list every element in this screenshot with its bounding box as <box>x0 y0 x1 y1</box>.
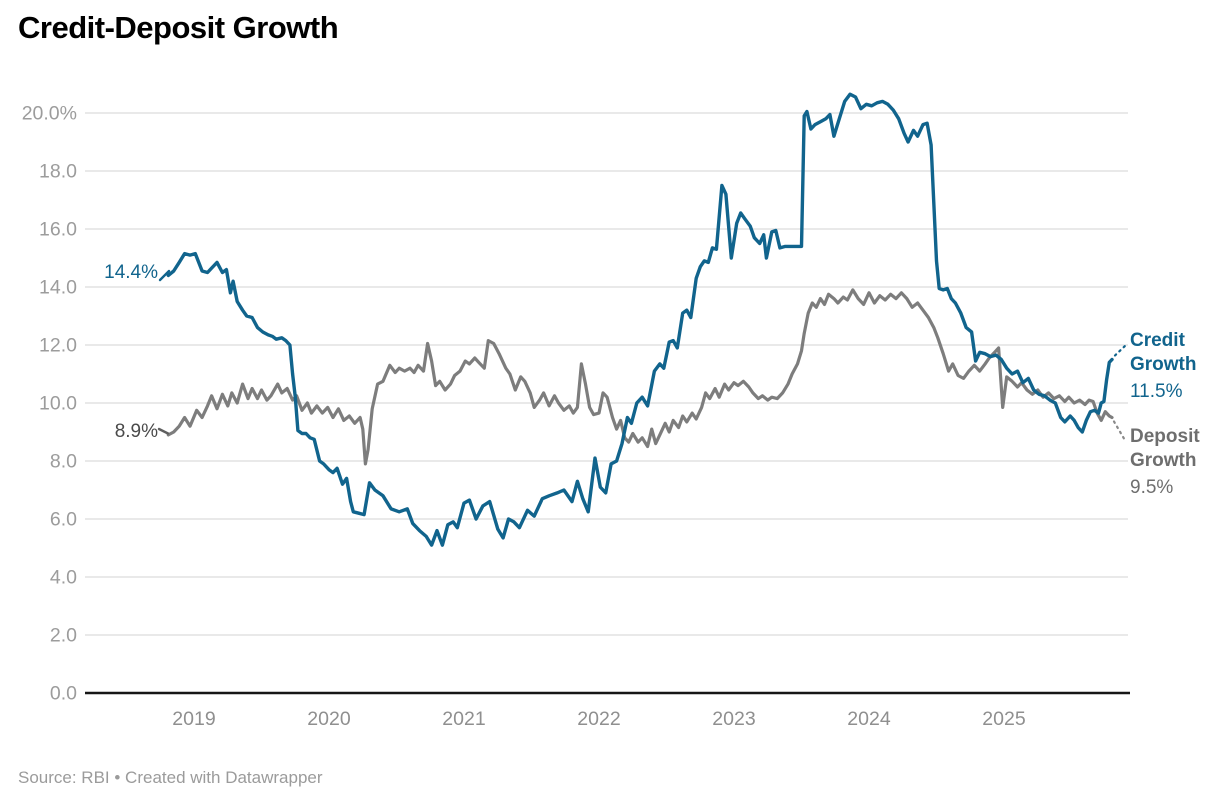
deposit-end-label: Deposit Growth 9.5% <box>1130 425 1219 500</box>
credit-end-connector <box>1113 343 1128 357</box>
credit-end-value: 11.5% <box>1130 381 1183 402</box>
page-title: Credit-Deposit Growth <box>18 10 339 45</box>
credit-start-value-label: 14.4% <box>104 262 158 283</box>
credit-start-connector <box>158 269 171 282</box>
x-axis-tick-label: 2019 <box>172 708 215 730</box>
y-axis-tick-label: 0.0 <box>50 683 77 705</box>
deposit-end-name: Deposit Growth <box>1130 426 1200 471</box>
y-axis-tick-label: 2.0 <box>50 625 77 647</box>
y-axis-tick-label: 12.0 <box>39 335 77 357</box>
x-axis-tick-label: 2020 <box>307 708 351 730</box>
y-axis-tick-label: 4.0 <box>50 567 77 589</box>
y-axis-tick-label: 14.0 <box>39 277 77 299</box>
y-axis-tick-label: 16.0 <box>39 219 77 241</box>
credit-growth-line[interactable] <box>166 92 1114 547</box>
x-axis-tick-label: 2023 <box>712 708 755 730</box>
x-axis-tick-label: 2022 <box>577 708 620 730</box>
credit-end-name: Credit Growth <box>1130 330 1197 375</box>
deposit-end-connector <box>1112 420 1128 444</box>
deposit-start-connector <box>157 427 170 435</box>
y-axis-tick-label: 20.0% <box>22 103 77 125</box>
y-axis-tick-label: 8.0 <box>50 451 77 473</box>
y-axis-tick-label: 10.0 <box>39 393 77 415</box>
x-axis-tick-label: 2024 <box>847 708 891 730</box>
source-attribution: Source: RBI • Created with Datawrapper <box>18 768 323 787</box>
deposit-end-value: 9.5% <box>1130 477 1174 498</box>
x-axis-tick-label: 2021 <box>442 708 485 730</box>
y-axis-tick-label: 6.0 <box>50 509 77 531</box>
deposit-growth-line[interactable] <box>166 288 1114 466</box>
x-axis-tick-label: 2025 <box>982 708 1026 730</box>
y-axis-tick-label: 18.0 <box>39 161 77 183</box>
deposit-start-value-label: 8.9% <box>114 421 158 442</box>
credit-end-label: Credit Growth 11.5% <box>1130 329 1219 404</box>
